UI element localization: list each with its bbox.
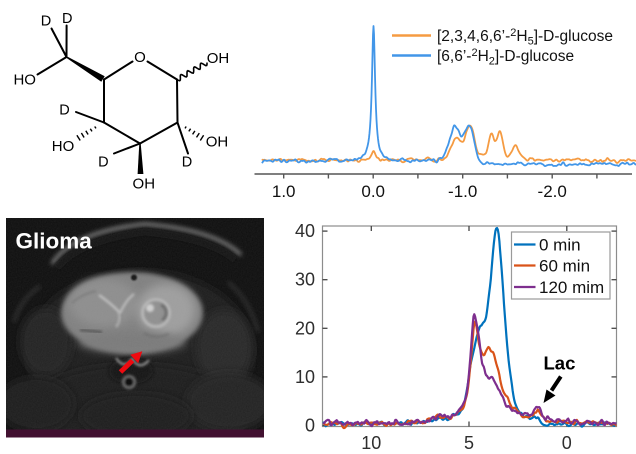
svg-text:10: 10 [295,367,315,387]
svg-text:5: 5 [464,433,474,453]
svg-text:0 min: 0 min [539,236,581,255]
svg-text:D: D [41,13,51,29]
svg-text:10: 10 [361,433,381,453]
svg-text:Glioma: Glioma [16,229,93,254]
svg-text:D: D [98,155,108,171]
svg-text:O: O [134,49,146,66]
svg-text:HO: HO [52,138,75,155]
svg-text:Lac: Lac [544,353,576,374]
svg-text:60 min: 60 min [539,257,590,276]
svg-text:OH: OH [133,176,156,193]
svg-text:OH: OH [206,133,229,150]
svg-text:D: D [62,11,72,27]
svg-text:HO: HO [13,72,36,89]
svg-text:1.0: 1.0 [272,182,296,201]
svg-text:20: 20 [295,318,315,338]
svg-text:OH: OH [207,50,230,67]
svg-text:[2,3,4,6,6’-2H5]-D-glucose: [2,3,4,6,6’-2H5]-D-glucose [437,27,613,48]
svg-text:0: 0 [562,433,572,453]
svg-text:-1.0: -1.0 [448,182,477,201]
svg-text:-2.0: -2.0 [538,182,567,201]
svg-text:40: 40 [295,221,315,241]
svg-text:120 mim: 120 mim [539,278,604,297]
svg-text:D: D [59,103,69,119]
svg-text:[6,6’-2H2]-D-glucose: [6,6’-2H2]-D-glucose [437,47,574,68]
svg-text:0.0: 0.0 [361,182,385,201]
svg-text:0: 0 [305,416,315,436]
svg-text:30: 30 [295,270,315,290]
svg-text:D: D [182,155,192,171]
